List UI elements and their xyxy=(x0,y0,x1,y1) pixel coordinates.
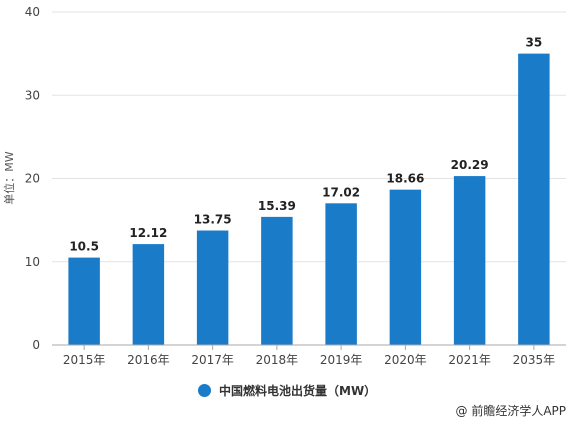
bar xyxy=(389,189,422,345)
x-tick-label: 2021年 xyxy=(448,353,491,367)
y-tick-label: 30 xyxy=(25,88,40,102)
data-label: 35 xyxy=(526,36,543,50)
bar xyxy=(453,176,486,345)
legend-marker xyxy=(198,384,211,397)
y-tick-label: 20 xyxy=(25,172,40,186)
y-tick-label: 10 xyxy=(25,255,40,269)
x-tick-label: 2018年 xyxy=(256,353,299,367)
x-tick-label: 2035年 xyxy=(513,353,556,367)
bar xyxy=(261,216,293,345)
data-label: 15.39 xyxy=(258,199,296,213)
x-tick-label: 2016年 xyxy=(127,353,170,367)
x-axis: 2015年 2016年 2017年 2018年 2019年 2020年 2021年 2035年 xyxy=(52,344,566,367)
data-label: 10.5 xyxy=(69,240,99,254)
y-axis: 0 10 20 30 40 xyxy=(25,5,40,352)
x-tick-label: 2019年 xyxy=(320,353,363,367)
x-tick-label: 2017年 xyxy=(191,353,234,367)
value-labels: 10.5 12.12 13.75 15.39 17.02 18.66 20.29 35 xyxy=(69,36,542,254)
x-tick-label: 2015年 xyxy=(63,353,106,367)
data-label: 13.75 xyxy=(194,213,232,227)
bar xyxy=(196,230,229,345)
data-label: 18.66 xyxy=(386,172,424,186)
y-tick-label: 0 xyxy=(32,338,40,352)
source-credit: @ 前瞻经济学人APP xyxy=(455,404,567,418)
bar xyxy=(325,203,357,345)
data-label: 17.02 xyxy=(322,185,360,199)
bar xyxy=(132,244,165,345)
y-tick-label: 40 xyxy=(25,5,40,19)
data-label: 20.29 xyxy=(451,158,489,172)
data-label: 12.12 xyxy=(129,226,167,240)
bar xyxy=(518,53,550,345)
y-axis-label: 单位：MW xyxy=(2,151,16,204)
legend-label: 中国燃料电池出货量（MW） xyxy=(219,384,377,398)
legend: 中国燃料电池出货量（MW） xyxy=(198,382,376,399)
bar xyxy=(68,257,100,345)
x-tick-label: 2020年 xyxy=(384,353,427,367)
bars xyxy=(68,53,550,345)
grid-lines xyxy=(52,11,566,263)
